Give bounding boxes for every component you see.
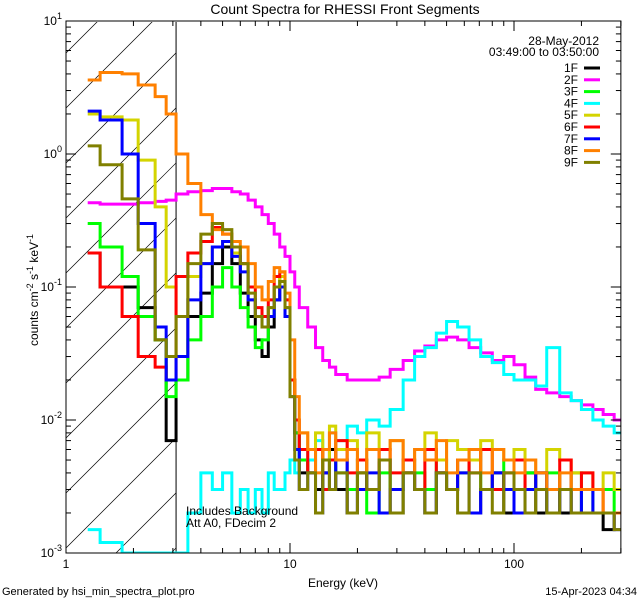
axes: 1 10 100 101 100 10-1 10-2 10-3: [41, 11, 622, 571]
y-tick-label: 100: [44, 144, 62, 161]
legend-label-1F: 1F: [564, 61, 578, 75]
series-3F: [87, 222, 621, 515]
footer-timestamp: 15-Apr-2023 04:34: [545, 586, 637, 598]
hatch-line: [66, 382, 177, 494]
hatch-line: [115, 492, 177, 553]
x-tick-label: 10: [283, 557, 297, 571]
legend-label-6F: 6F: [564, 120, 578, 134]
legend-label-9F: 9F: [564, 155, 578, 169]
x-tick-label: 1: [63, 557, 70, 571]
x-tick-label: 100: [504, 557, 524, 571]
hatch-line: [66, 437, 177, 549]
annotation-background: Includes Background: [186, 504, 298, 518]
annotation-attenuator: Att A0, FDecim 2: [186, 516, 276, 530]
legend-label-4F: 4F: [564, 96, 578, 110]
hatch-line: [66, 162, 177, 274]
hatch-line: [66, 22, 153, 109]
hatch-line: [66, 52, 177, 164]
legend-label-3F: 3F: [564, 85, 578, 99]
series-7F: [87, 109, 621, 532]
series-2F: [87, 187, 621, 422]
legend-label-2F: 2F: [564, 73, 578, 87]
y-tick-label: 10-2: [41, 410, 62, 427]
time-range-label: 03:49:00 to 03:50:00: [489, 45, 599, 59]
series-6F: [87, 226, 621, 515]
date-label: 28-May-2012: [528, 34, 599, 48]
legend-label-8F: 8F: [564, 144, 578, 158]
y-tick-label: 10-1: [41, 277, 62, 294]
chart-title: Count Spectra for RHESSI Front Segments: [210, 1, 479, 17]
hatch-line: [66, 327, 177, 439]
hatch-line: [66, 272, 177, 384]
legend-label-7F: 7F: [564, 132, 578, 146]
y-tick-label: 10-3: [41, 543, 62, 560]
series-9F: [87, 144, 621, 532]
series-8F: [87, 70, 621, 515]
legend-label-5F: 5F: [564, 108, 578, 122]
hatch-line: [66, 22, 98, 54]
series-5F: [87, 112, 621, 492]
footer-generated-by: Generated by hsi_min_spectra_plot.pro: [2, 586, 195, 598]
y-tick-label: 101: [44, 11, 62, 28]
x-axis-label: Energy (keV): [308, 576, 378, 590]
hatch-line: [66, 107, 177, 219]
y-axis-label: counts cm-2 s-1 keV-1: [25, 234, 41, 346]
